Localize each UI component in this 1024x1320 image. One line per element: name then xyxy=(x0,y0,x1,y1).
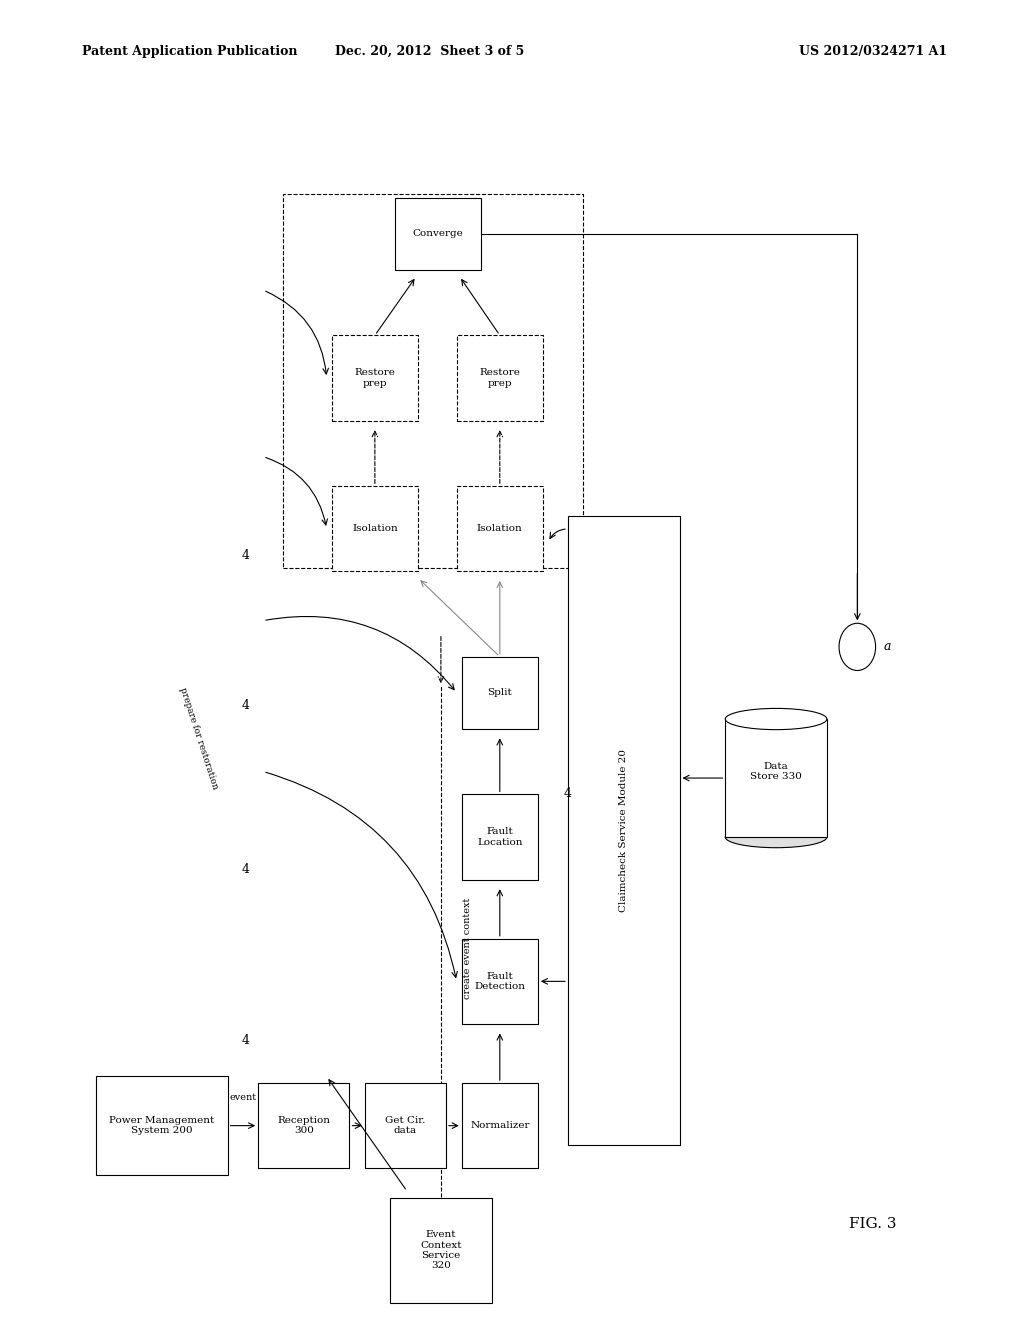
Text: Get Cir.
data: Get Cir. data xyxy=(385,1115,426,1135)
Text: Converge: Converge xyxy=(413,230,463,238)
Text: Split: Split xyxy=(487,688,512,697)
Text: create event context: create event context xyxy=(463,898,472,999)
Text: FIG. 3: FIG. 3 xyxy=(849,1217,896,1232)
FancyBboxPatch shape xyxy=(462,795,538,879)
Text: Restore
prep: Restore prep xyxy=(354,368,395,388)
FancyBboxPatch shape xyxy=(462,939,538,1024)
Text: Normalizer: Normalizer xyxy=(470,1121,529,1130)
Text: Restore
prep: Restore prep xyxy=(479,368,520,388)
FancyBboxPatch shape xyxy=(332,486,418,572)
FancyBboxPatch shape xyxy=(462,657,538,729)
Text: 4: 4 xyxy=(242,863,250,876)
Ellipse shape xyxy=(725,826,826,847)
Text: Fault
Detection: Fault Detection xyxy=(474,972,525,991)
FancyBboxPatch shape xyxy=(394,198,481,269)
Text: Event
Context
Service
320: Event Context Service 320 xyxy=(420,1230,462,1270)
Text: Fault
Location: Fault Location xyxy=(477,828,522,846)
Text: Isolation: Isolation xyxy=(352,524,397,533)
Text: Isolation: Isolation xyxy=(477,524,522,533)
Text: US 2012/0324271 A1: US 2012/0324271 A1 xyxy=(799,45,947,58)
Text: 4: 4 xyxy=(242,1034,250,1047)
FancyBboxPatch shape xyxy=(95,1076,227,1175)
Text: event: event xyxy=(229,1093,256,1102)
Text: a: a xyxy=(884,640,891,653)
Text: 4: 4 xyxy=(242,549,250,561)
Ellipse shape xyxy=(725,709,826,730)
FancyBboxPatch shape xyxy=(725,719,826,837)
Text: Dec. 20, 2012  Sheet 3 of 5: Dec. 20, 2012 Sheet 3 of 5 xyxy=(336,45,524,58)
FancyBboxPatch shape xyxy=(462,1082,538,1168)
Text: 4: 4 xyxy=(564,787,571,800)
Text: Claimcheck Service Module 20: Claimcheck Service Module 20 xyxy=(620,748,628,912)
FancyBboxPatch shape xyxy=(365,1082,446,1168)
Text: Data
Store 330: Data Store 330 xyxy=(751,762,802,781)
FancyBboxPatch shape xyxy=(457,486,543,572)
Text: 4: 4 xyxy=(242,700,250,713)
FancyBboxPatch shape xyxy=(568,516,680,1146)
Text: prepare for restoration: prepare for restoration xyxy=(178,686,220,791)
FancyBboxPatch shape xyxy=(332,335,418,421)
Text: Power Management
System 200: Power Management System 200 xyxy=(109,1115,214,1135)
FancyBboxPatch shape xyxy=(390,1197,492,1303)
FancyBboxPatch shape xyxy=(258,1082,349,1168)
FancyBboxPatch shape xyxy=(457,335,543,421)
Text: Reception
300: Reception 300 xyxy=(278,1115,331,1135)
Text: Patent Application Publication: Patent Application Publication xyxy=(82,45,297,58)
